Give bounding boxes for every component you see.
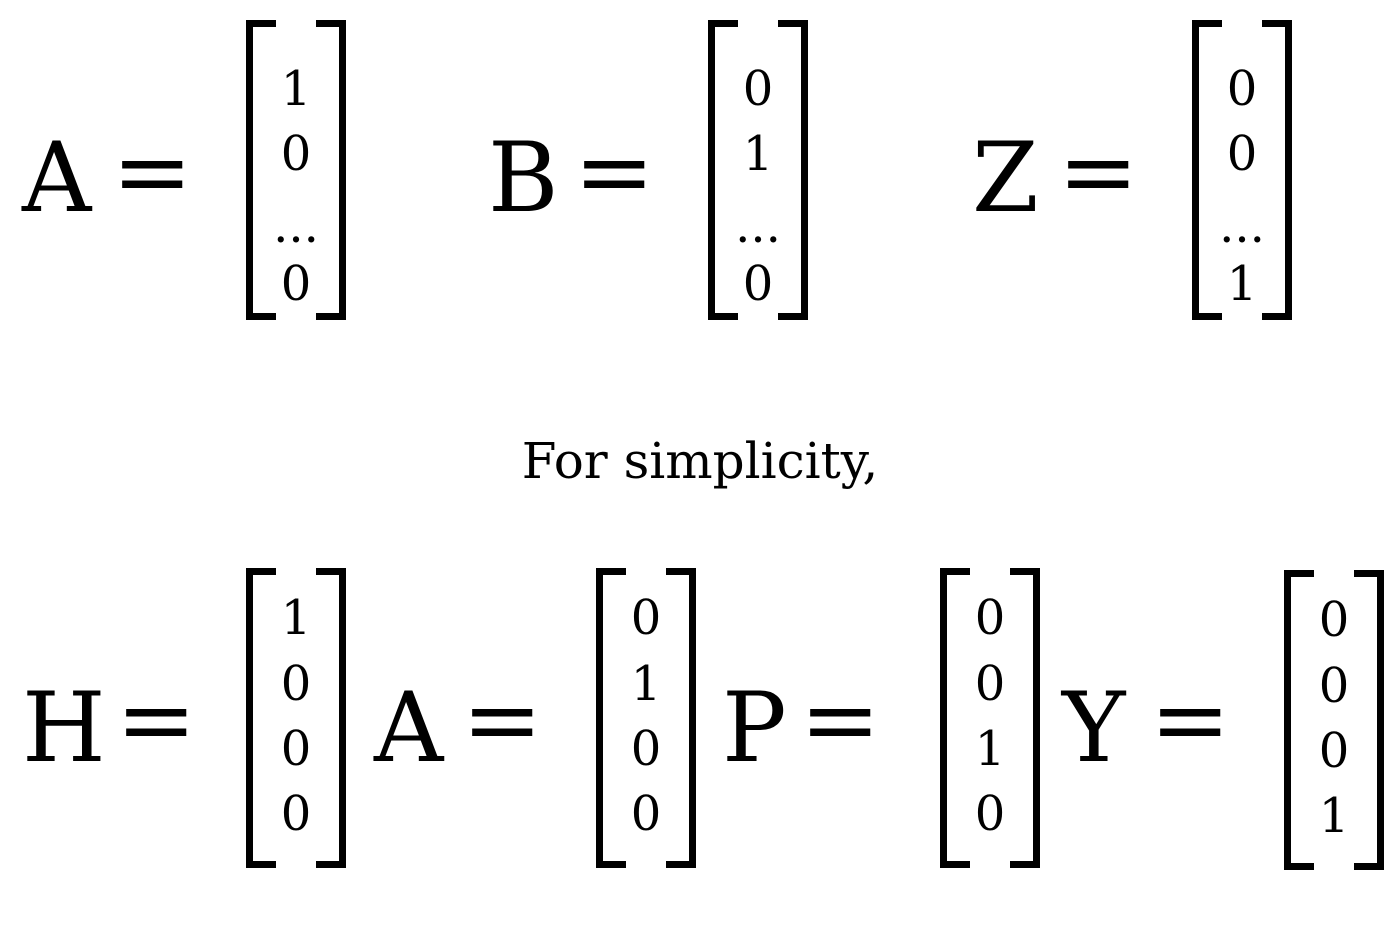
vector-entry: 0 [974,786,1006,842]
vector-entry: 1 [630,656,662,712]
vector-entry: 0 [742,61,774,117]
vector-entry: 0 [280,656,312,712]
right-bracket [666,568,696,868]
vector-label-y: Y [1062,672,1126,784]
vector-entry: 0 [1226,126,1258,182]
column-vector-a: 1 0 ... 0 [246,20,346,320]
vector-entry: 0 [974,656,1006,712]
left-bracket [596,568,626,868]
vector-label-a-bottom: A [374,672,444,784]
vector-entry: 0 [1318,658,1350,714]
vector-entry: 1 [1226,256,1258,312]
right-bracket [1262,20,1292,320]
right-bracket [1010,568,1040,868]
vector-entry: ... [735,198,781,254]
column-vector-z: 0 0 ... 1 [1192,20,1292,320]
left-bracket [708,20,738,320]
vector-entry: 1 [742,126,774,182]
left-bracket [1284,570,1314,870]
vector-entry: 0 [1318,723,1350,779]
vector-entry: 0 [630,590,662,646]
vector-label-h: H [22,672,106,784]
vector-label-p: P [722,672,787,784]
right-bracket [778,20,808,320]
caption-text: For simplicity, [521,432,879,490]
vector-entry: 1 [280,590,312,646]
left-bracket [246,20,276,320]
vector-entry: 0 [280,256,312,312]
vector-entry: 0 [280,786,312,842]
vector-entry: 1 [1318,788,1350,844]
equals-sign: = [462,664,543,776]
vector-entry: 1 [974,721,1006,777]
left-bracket [246,568,276,868]
vector-entry: 0 [742,256,774,312]
column-vector-b: 0 1 ... 0 [708,20,808,320]
column-vector-p: 0 0 1 0 [940,568,1040,868]
equals-sign: = [1150,664,1231,776]
column-vector-y: 0 0 0 1 [1284,570,1384,870]
vector-label-z: Z [972,122,1039,234]
equals-sign: = [112,116,193,228]
vector-entry: 0 [630,721,662,777]
right-bracket [1354,570,1384,870]
equals-sign: = [1058,116,1139,228]
right-bracket [316,568,346,868]
vector-entry: 0 [974,590,1006,646]
right-bracket [316,20,346,320]
column-vector-h: 1 0 0 0 [246,568,346,868]
vector-entry: 0 [630,786,662,842]
left-bracket [940,568,970,868]
vector-entry: 0 [1318,592,1350,648]
vector-entry: 0 [280,721,312,777]
vector-label-a: A [22,122,92,234]
equals-sign: = [800,664,881,776]
vector-label-b: B [488,122,559,234]
left-bracket [1192,20,1222,320]
equals-sign: = [116,664,197,776]
vector-entry: 1 [280,61,312,117]
vector-entry: ... [273,198,319,254]
vector-entry: ... [1219,198,1265,254]
vector-entry: 0 [280,126,312,182]
equals-sign: = [574,116,655,228]
vector-entry: 0 [1226,61,1258,117]
column-vector-a-bottom: 0 1 0 0 [596,568,696,868]
